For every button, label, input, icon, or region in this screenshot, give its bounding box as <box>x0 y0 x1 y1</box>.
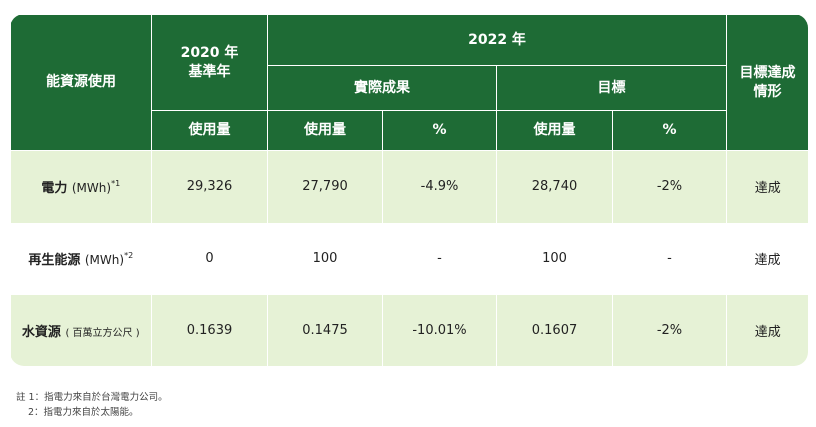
header-target: 目標 <box>495 65 728 111</box>
header-actual-percent: % <box>382 110 497 151</box>
cell-target: 28,740 <box>496 150 613 223</box>
energy-usage-table: 能資源使用 2020 年 基準年 2022 年 目標達成 情形 實際成果 目標 … <box>10 14 808 366</box>
row-label: 水資源 ( 百萬立方公尺 ) <box>10 294 152 366</box>
header-actual-usage: 使用量 <box>267 110 383 151</box>
cell-target: 100 <box>496 222 613 295</box>
cell-target: 0.1607 <box>496 294 613 366</box>
header-achievement: 目標達成 情形 <box>726 14 808 151</box>
cell-target-pct: - <box>612 222 728 295</box>
cell-target-pct: -2% <box>612 150 728 223</box>
cell-baseline: 29,326 <box>151 150 268 223</box>
row-label: 再生能源 (MWh)*2 <box>10 222 152 295</box>
cell-actual-pct: -10.01% <box>382 294 497 366</box>
cell-status: 達成 <box>726 150 808 223</box>
table-row-water: 水資源 ( 百萬立方公尺 ) 0.1639 0.1475 -10.01% 0.1… <box>10 294 808 366</box>
cell-target-pct: -2% <box>612 294 728 366</box>
header-target-usage: 使用量 <box>496 110 613 151</box>
header-target-percent: % <box>611 110 728 151</box>
cell-actual-pct: -4.9% <box>382 150 497 223</box>
header-energy-use: 能資源使用 <box>10 14 152 151</box>
cell-status: 達成 <box>726 294 808 366</box>
cell-status: 達成 <box>726 222 808 295</box>
footnotes: 註 1：指電力來自於台灣電力公司。 2：指電力來自於太陽能。 <box>16 390 168 420</box>
header-baseline-usage: 使用量 <box>151 110 268 151</box>
row-label: 電力 (MWh)*1 <box>10 150 152 223</box>
header-baseline-2020: 2020 年 基準年 <box>151 14 268 111</box>
cell-actual: 27,790 <box>267 150 383 223</box>
cell-baseline: 0 <box>151 222 268 295</box>
header-year-2022: 2022 年 <box>266 14 728 66</box>
table-row-renewable: 再生能源 (MWh)*2 0 100 - 100 - 達成 <box>10 222 808 295</box>
cell-actual: 0.1475 <box>267 294 383 366</box>
footnote-2: 2：指電力來自於太陽能。 <box>28 407 139 418</box>
cell-actual-pct: - <box>382 222 497 295</box>
energy-table-container: 能資源使用 2020 年 基準年 2022 年 目標達成 情形 實際成果 目標 … <box>10 14 808 366</box>
cell-baseline: 0.1639 <box>151 294 268 366</box>
cell-actual: 100 <box>267 222 383 295</box>
header-actual-result: 實際成果 <box>267 65 497 111</box>
table-row-electricity: 電力 (MWh)*1 29,326 27,790 -4.9% 28,740 -2… <box>10 150 808 223</box>
footnote-1: 註 1：指電力來自於台灣電力公司。 <box>16 392 168 403</box>
